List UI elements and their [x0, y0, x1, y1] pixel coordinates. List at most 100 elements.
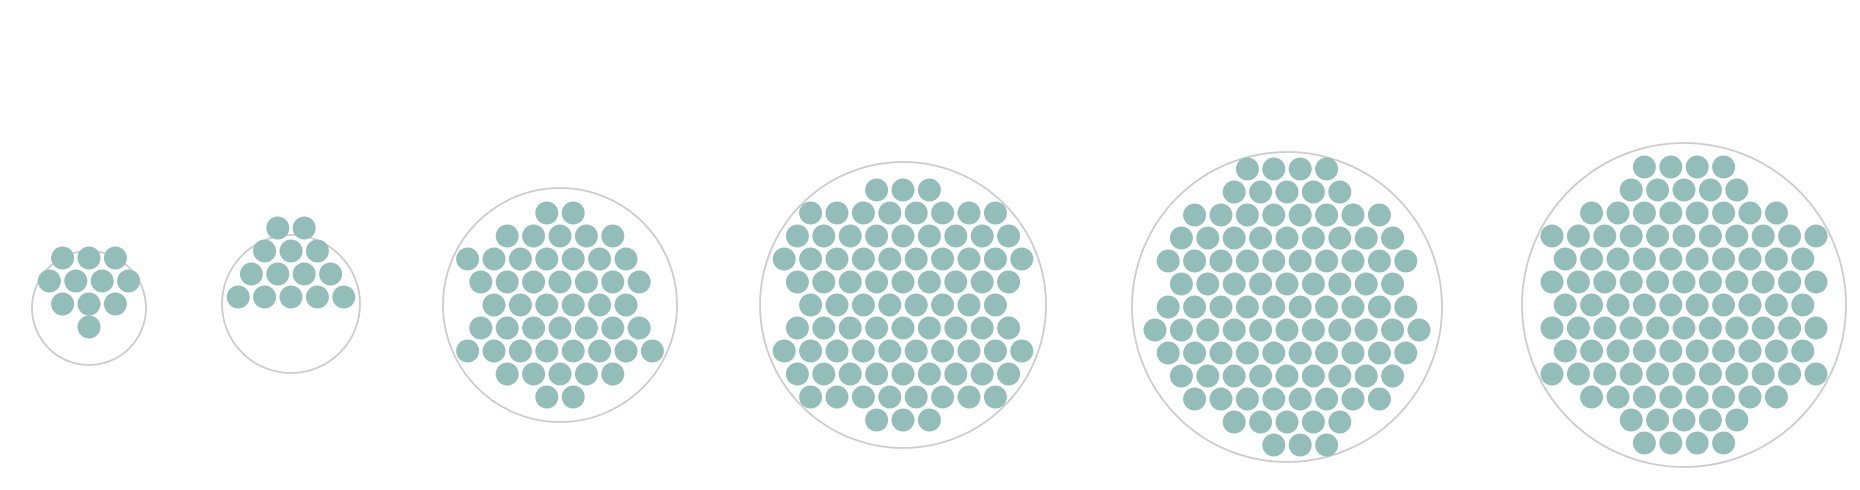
- packed-disk: [983, 247, 1007, 271]
- packed-disk: [266, 262, 290, 286]
- packed-disk: [1712, 247, 1736, 271]
- packed-disk: [772, 247, 796, 271]
- packed-disk: [1606, 385, 1630, 409]
- packed-disk: [1685, 339, 1709, 363]
- packed-disk: [1712, 385, 1736, 409]
- packed-disk: [997, 362, 1021, 386]
- packed-disk: [561, 385, 585, 409]
- packed-disk: [1354, 272, 1378, 296]
- packed-disk: [1725, 270, 1749, 294]
- packed-disk: [1580, 247, 1604, 271]
- packed-disk: [1698, 270, 1722, 294]
- packed-disk: [1764, 247, 1788, 271]
- packed-disk: [1315, 433, 1339, 457]
- packed-disk: [904, 385, 928, 409]
- packed-disk: [305, 239, 329, 263]
- packed-disk: [482, 339, 506, 363]
- packed-disk: [1249, 318, 1273, 342]
- packed-disk: [812, 270, 836, 294]
- packed-disk: [1593, 362, 1617, 386]
- packed-disk: [292, 216, 316, 240]
- diagram-2: [221, 216, 361, 374]
- packed-disk: [1593, 316, 1617, 340]
- packed-disk: [548, 270, 572, 294]
- packed-disk: [601, 362, 625, 386]
- packed-disk: [957, 247, 981, 271]
- packed-disk: [997, 316, 1021, 340]
- packed-disk: [1367, 249, 1391, 273]
- packed-disk: [878, 201, 902, 225]
- packed-disk: [878, 385, 902, 409]
- packed-disk: [1394, 295, 1418, 319]
- packed-disk: [1791, 247, 1815, 271]
- packed-disk: [522, 270, 546, 294]
- packed-disk: [456, 339, 480, 363]
- packed-disk: [1712, 339, 1736, 363]
- packed-disk: [548, 224, 572, 248]
- packed-disk: [1540, 316, 1564, 340]
- packed-disk: [51, 246, 75, 270]
- packed-disk: [103, 292, 127, 316]
- packed-disk: [1183, 295, 1207, 319]
- packed-disk: [1804, 270, 1828, 294]
- packed-disk: [1262, 295, 1286, 319]
- packed-disk: [601, 316, 625, 340]
- packed-disk: [1275, 318, 1299, 342]
- packed-disk: [1619, 362, 1643, 386]
- packed-disk: [970, 224, 994, 248]
- packed-disk: [1619, 316, 1643, 340]
- packed-disk: [904, 339, 928, 363]
- packed-disk: [1804, 224, 1828, 248]
- packed-disk: [117, 269, 141, 293]
- packed-disk: [1619, 408, 1643, 432]
- packed-disk: [997, 270, 1021, 294]
- packed-disk: [508, 247, 532, 271]
- packed-disk: [1778, 316, 1802, 340]
- packed-disk: [851, 385, 875, 409]
- packed-disk: [1222, 226, 1246, 250]
- packed-disk: [1698, 362, 1722, 386]
- packed-disk: [1367, 341, 1391, 365]
- packed-disk: [1672, 178, 1696, 202]
- packed-disk: [957, 201, 981, 225]
- packed-disk: [825, 385, 849, 409]
- packed-disk: [226, 285, 250, 309]
- packed-disk: [1235, 157, 1259, 181]
- packed-disk: [1301, 272, 1325, 296]
- packed-disk: [931, 339, 955, 363]
- packed-disk: [253, 285, 277, 309]
- packed-disk: [799, 385, 823, 409]
- packed-disk: [1367, 387, 1391, 411]
- packed-disk: [77, 292, 101, 316]
- packed-disk: [1196, 272, 1220, 296]
- packed-disk: [535, 385, 559, 409]
- packed-disk: [1791, 339, 1815, 363]
- packed-disk: [838, 224, 862, 248]
- packed-disk: [1672, 316, 1696, 340]
- packed-disk: [838, 362, 862, 386]
- packed-disk: [1156, 249, 1180, 273]
- packed-disk: [1712, 201, 1736, 225]
- packed-disk: [1196, 226, 1220, 250]
- packed-disk: [1685, 155, 1709, 179]
- packed-disk: [561, 201, 585, 225]
- packed-disk: [917, 316, 941, 340]
- packed-disk: [891, 316, 915, 340]
- packed-disk: [1249, 180, 1273, 204]
- packed-disk: [574, 316, 598, 340]
- packed-disk: [627, 270, 651, 294]
- packed-disk: [1010, 247, 1034, 271]
- packed-disk: [253, 239, 277, 263]
- packed-disk: [1341, 249, 1365, 273]
- packed-disk: [1778, 224, 1802, 248]
- packed-disk: [266, 216, 290, 240]
- packed-disk: [1540, 270, 1564, 294]
- packed-disk: [1328, 410, 1352, 434]
- packed-disk: [1619, 270, 1643, 294]
- packed-disk: [785, 270, 809, 294]
- packed-disk: [588, 339, 612, 363]
- packed-disk: [1646, 178, 1670, 202]
- packed-disk: [1354, 318, 1378, 342]
- packed-disk: [1712, 431, 1736, 455]
